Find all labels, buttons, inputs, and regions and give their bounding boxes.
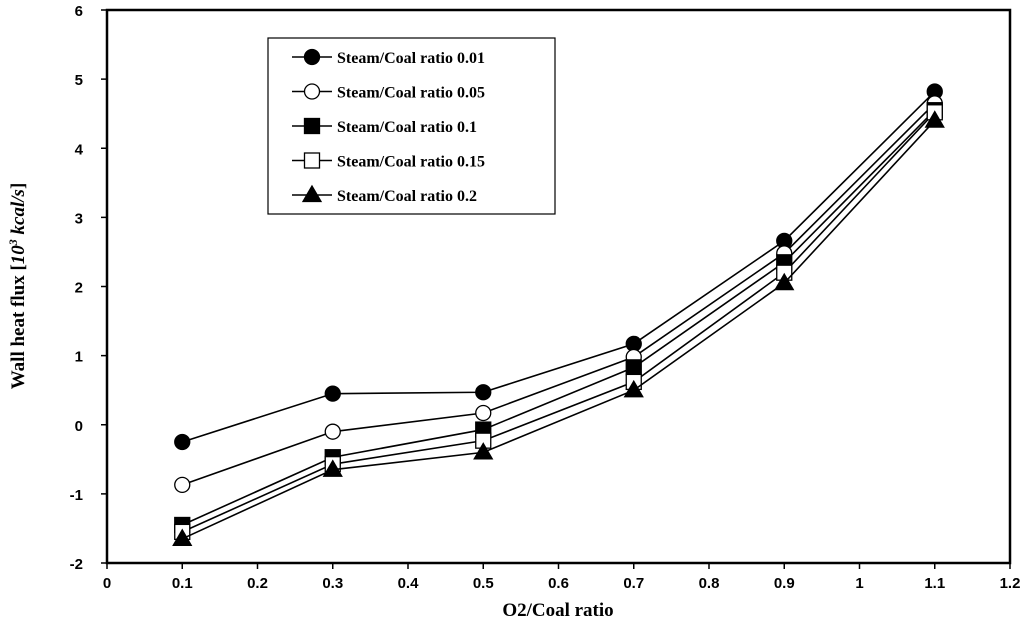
x-tick-label: 0.5 [473,575,494,592]
data-point [623,379,644,398]
legend-item: Steam/Coal ratio 0.05 [292,83,485,102]
x-axis: 0 0.1 0.2 0.3 0.4 0.5 0.6 0.7 0.8 0.9 1 1.1 1.2 [103,563,1021,592]
legend-label: Steam/Coal ratio 0.01 [337,50,485,67]
y-tick-label: 4 [75,141,84,158]
y-tick-label: 3 [75,210,83,227]
data-point [324,423,341,440]
y-tick-label: 6 [75,3,83,20]
y-axis-title-prefix: Wall heat flux [ [8,264,29,389]
series-line [181,102,936,486]
x-tick-label: 0.7 [623,575,644,592]
y-axis-title-suffix: ] [8,183,29,189]
legend-label: Steam/Coal ratio 0.15 [337,154,485,171]
legend-marker [301,184,323,203]
legend-marker [303,48,321,66]
x-tick-label: 0.1 [172,575,193,592]
y-tick-label: 1 [75,349,83,366]
x-tick-label: 0.3 [322,575,343,592]
x-axis-title: O2/Coal ratio [502,600,613,621]
y-axis-title: Wall heat flux [103 kcal/s] [6,183,29,390]
series-5 [172,110,945,546]
y-tick-label: 0 [75,418,83,435]
x-tick-label: 0.4 [398,575,420,592]
y-axis: -2 -1 0 1 2 3 4 5 6 [70,3,107,573]
data-point [473,442,494,460]
legend-label: Steam/Coal ratio 0.1 [337,119,477,136]
y-tick-label: 2 [75,280,83,297]
y-axis-title-unit: 10 [8,245,29,265]
data-point [172,528,193,546]
legend-marker [303,152,321,169]
legend-label: Steam/Coal ratio 0.2 [337,188,477,205]
y-axis-title-exp: 3 [6,239,20,246]
legend-item: Steam/Coal ratio 0.1 [292,117,477,136]
series-line [181,109,936,526]
series-line [181,120,936,540]
x-tick-label: 1 [855,575,863,592]
legend-marker [303,117,321,135]
legend-item: Steam/Coal ratio 0.01 [292,48,485,67]
legend-label: Steam/Coal ratio 0.05 [337,85,485,102]
series-line [182,90,936,443]
x-tick-label: 0.2 [247,575,268,592]
x-tick-label: 1.1 [924,575,945,592]
plot-area [105,8,1012,565]
x-tick-label: 0.9 [774,575,795,592]
series-line [181,111,936,533]
legend: Steam/Coal ratio 0.01 Steam/Coal ratio 0.… [267,37,556,215]
x-tick-label: 0.6 [548,575,569,592]
x-tick-label: 0.8 [699,575,720,592]
x-tick-label: 0 [103,575,111,592]
y-tick-label: -2 [70,556,83,573]
y-axis-title-unit-tail: kcal/s [8,189,29,239]
series-layer [172,83,945,546]
data-point [924,110,945,128]
data-point [174,476,191,494]
data-point [774,272,795,291]
y-tick-label: -1 [70,487,83,504]
data-point [174,433,191,451]
x-tick-label: 1.2 [1000,575,1021,592]
data-point [475,384,492,401]
legend-item: Steam/Coal ratio 0.15 [292,152,485,171]
legend-marker [303,83,321,100]
legend-item: Steam/Coal ratio 0.2 [292,184,477,205]
data-point [475,404,492,422]
data-point [324,385,341,402]
y-tick-label: 5 [75,72,83,89]
data-point [625,359,642,376]
data-point [322,459,343,477]
